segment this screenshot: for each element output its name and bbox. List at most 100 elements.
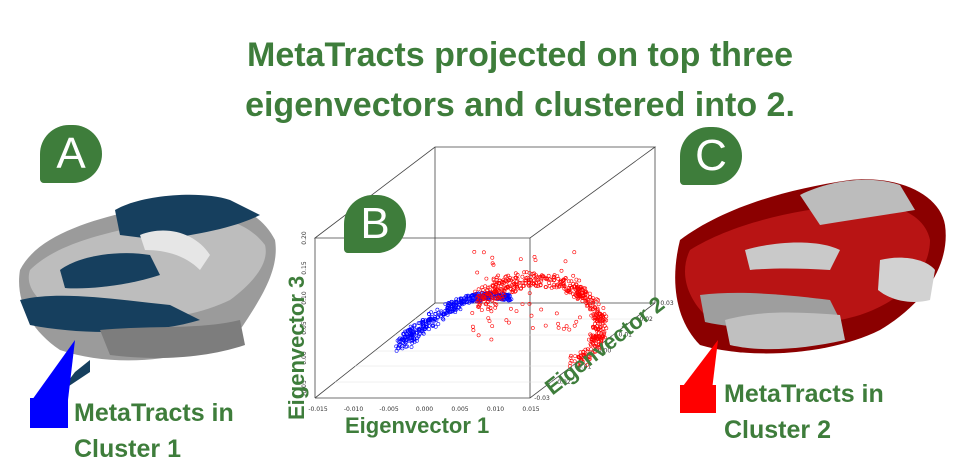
scatter-point xyxy=(544,285,548,290)
y-tick-label: -0.01 xyxy=(576,363,592,370)
scatter-point xyxy=(401,332,406,337)
scatter-point xyxy=(436,322,441,326)
scatter-point xyxy=(483,302,488,306)
scatter-point xyxy=(563,259,568,264)
scatter-point xyxy=(577,355,582,360)
cluster2-tract-render xyxy=(675,179,946,354)
scatter-point xyxy=(583,296,588,301)
scatter-point xyxy=(412,323,417,328)
cluster1-caption-line1: MetaTracts in xyxy=(74,399,234,427)
scatter-point xyxy=(599,342,603,347)
scatter-point xyxy=(493,290,498,295)
cluster1-tract-render xyxy=(19,194,276,392)
scatter-point xyxy=(533,258,538,263)
scatter-point xyxy=(588,353,593,358)
scatter-point xyxy=(405,338,410,343)
scatter-point xyxy=(515,272,520,277)
scatter-point xyxy=(407,327,412,332)
scatter-point xyxy=(489,309,494,314)
scatter-point xyxy=(490,324,495,329)
scatter-point xyxy=(410,335,415,339)
scatter-point xyxy=(552,282,557,287)
scatter-point xyxy=(559,268,564,273)
scatter-point xyxy=(502,297,507,302)
scatter-point xyxy=(551,274,556,279)
scatter-point xyxy=(513,289,517,294)
scatter-point xyxy=(485,299,490,304)
scatter-point xyxy=(470,293,475,298)
scatter-point xyxy=(597,318,602,323)
scatter-point xyxy=(419,328,424,333)
scatter-point xyxy=(599,331,604,336)
scatter-point xyxy=(433,311,438,316)
scatter-point xyxy=(430,314,434,319)
scatter-point xyxy=(481,250,486,255)
scatter-point xyxy=(453,307,457,312)
scatter-point xyxy=(465,300,470,305)
z-axis-label: Eigenvector 3 xyxy=(284,275,309,420)
scatter-point xyxy=(577,278,582,283)
cluster2-callout-pointer xyxy=(680,340,718,390)
scatter-point xyxy=(546,273,551,278)
scatter-point xyxy=(472,249,477,254)
y-tick-label: 0.00 xyxy=(598,348,612,355)
scatter-point xyxy=(520,302,525,307)
y-tick-label: 0.01 xyxy=(619,332,633,339)
scatter-point xyxy=(569,279,574,284)
scatter-point xyxy=(536,284,541,288)
scatter-point xyxy=(504,318,509,323)
scatter-point xyxy=(483,284,488,289)
scatter-point xyxy=(596,321,601,326)
scatter-point xyxy=(588,307,593,312)
scatter-point xyxy=(509,278,514,283)
scatter-point xyxy=(506,320,511,325)
scatter-point xyxy=(539,307,544,312)
scatter-point xyxy=(476,287,481,292)
scatter-point xyxy=(420,319,425,324)
scatter-point xyxy=(585,349,590,354)
scatter-point xyxy=(445,306,450,311)
x-tick-labels: -0.015 -0.010 -0.005 0.000 0.005 0.010 0.015 xyxy=(308,406,539,413)
scatter-point xyxy=(494,287,499,292)
scatter-point xyxy=(533,283,538,288)
x-axis-label: Eigenvector 1 xyxy=(345,413,490,438)
scatter-point xyxy=(556,325,561,330)
scatter-point xyxy=(478,294,483,298)
scatter-point xyxy=(574,319,579,324)
scatter-point xyxy=(589,347,593,352)
scatter-point xyxy=(518,286,523,291)
scatter-point xyxy=(502,293,507,298)
scatter-point xyxy=(532,271,537,276)
scatter-point xyxy=(441,317,446,322)
x-tick-label: -0.005 xyxy=(379,406,399,413)
scatter-point xyxy=(580,358,584,363)
scatter-point xyxy=(467,300,472,305)
scatter-point xyxy=(493,301,498,306)
scatter-point xyxy=(407,338,411,343)
scatter-point xyxy=(571,273,576,278)
scatter-point xyxy=(568,361,573,365)
z-tick-label: 0.15 xyxy=(301,261,308,275)
scatter-point xyxy=(518,280,523,285)
scatter-point xyxy=(535,278,540,283)
scatter-point xyxy=(539,278,544,283)
scatter-point xyxy=(403,329,408,334)
scatter-point xyxy=(400,344,405,349)
scatter-point xyxy=(559,279,564,284)
scatter-point xyxy=(426,311,431,316)
scatter-point xyxy=(578,315,582,320)
scatter-point xyxy=(410,332,415,337)
scatter-point xyxy=(500,296,505,301)
scatter-point xyxy=(572,250,577,255)
plot-floor-grid xyxy=(335,318,640,383)
scatter-point xyxy=(566,279,571,284)
scatter-point xyxy=(572,323,577,328)
scatter-point xyxy=(597,311,601,316)
scatter-point xyxy=(604,314,609,319)
scatter-point xyxy=(588,291,592,296)
scatter-point xyxy=(490,297,495,302)
scatter-point xyxy=(576,286,581,291)
scatter-point xyxy=(506,293,511,298)
scatter-point xyxy=(586,297,590,302)
